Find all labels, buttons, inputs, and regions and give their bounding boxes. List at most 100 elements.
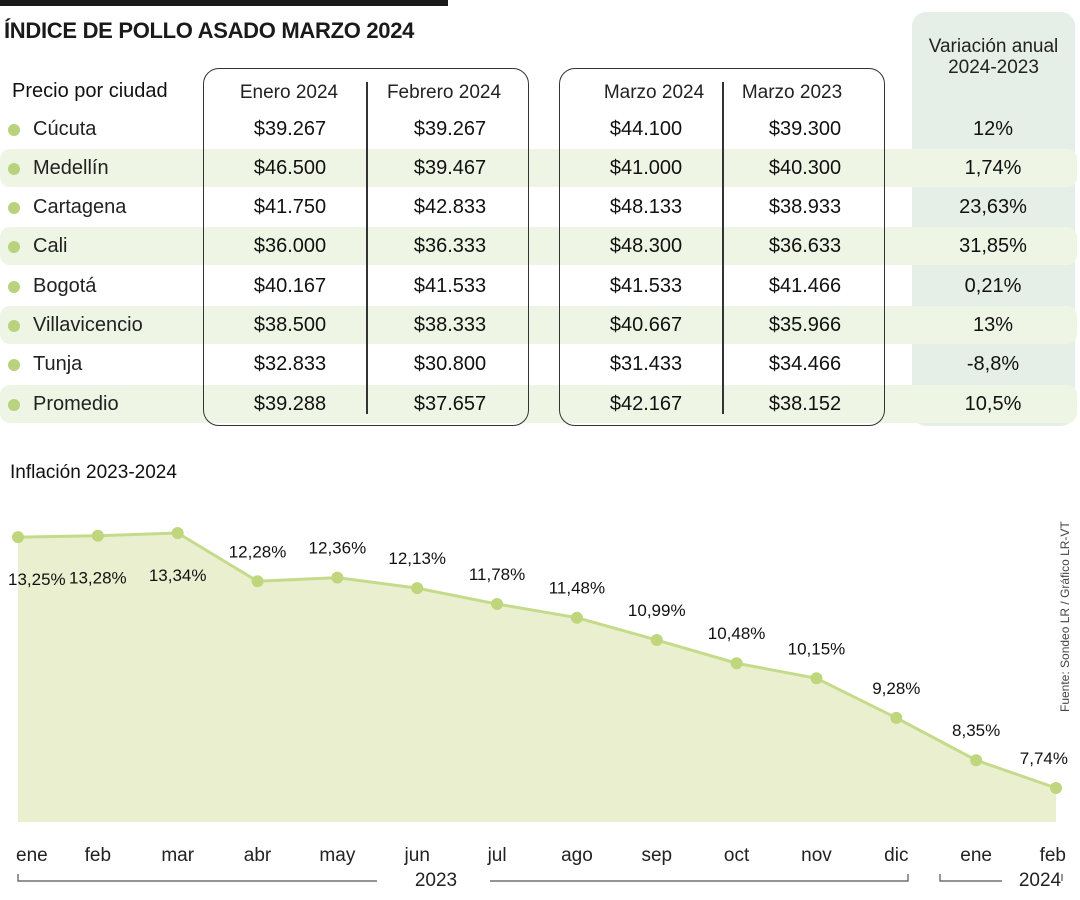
column-header-marzo-2024: Marzo 2024 [603, 82, 705, 103]
data-point [970, 754, 983, 767]
box-2024-months [203, 68, 529, 426]
year-label: 2023 [415, 870, 457, 891]
row-stripe [0, 306, 1077, 344]
table-row: Cali $36.000 $36.333 $48.300 $36.633 31,… [0, 227, 1080, 265]
column-header-marzo-2023: Marzo 2023 [741, 82, 843, 103]
variation-header-line2: 2024-2023 [948, 57, 1039, 78]
price-cell: $40.167 [253, 275, 327, 297]
chart-title: Inflación 2023-2024 [10, 462, 177, 483]
price-cell: $38.152 [768, 393, 842, 415]
x-tick-label: feb [85, 845, 111, 866]
price-cell: $48.133 [609, 196, 683, 218]
price-cell: $36.633 [768, 235, 842, 257]
row-stripe [0, 149, 1077, 187]
row-stripe [0, 385, 1077, 423]
data-point [12, 531, 24, 544]
page-title: ÍNDICE DE POLLO ASADO MARZO 2024 [4, 18, 415, 43]
data-label: 10,15% [788, 639, 846, 658]
price-cell: $41.466 [768, 275, 842, 297]
price-cell: $42.167 [609, 393, 683, 415]
table-row: Bogotá $40.167 $41.533 $41.533 $41.466 0… [0, 267, 1080, 305]
city-name: Tunja [33, 353, 83, 375]
data-point [650, 634, 663, 647]
price-cell: $39.267 [413, 118, 487, 140]
bullet-dot [8, 202, 20, 214]
price-cell: $46.500 [253, 157, 327, 179]
table-row: Villavicencio $38.500 $38.333 $40.667 $3… [0, 306, 1080, 344]
price-cell: $38.333 [413, 314, 487, 336]
inflation-line [17, 531, 1057, 790]
data-label: 10,48% [708, 624, 766, 643]
city-name: Cúcuta [33, 118, 97, 140]
price-cell: $30.800 [413, 353, 487, 375]
price-cell: $39.267 [253, 118, 327, 140]
city-name: Promedio [33, 393, 119, 415]
data-point [411, 582, 424, 595]
price-cell: $41.000 [609, 157, 683, 179]
x-tick-label: feb [1040, 845, 1066, 866]
variation-cell: 23,63% [959, 196, 1027, 218]
data-label: 9,28% [872, 679, 920, 698]
data-point [890, 711, 903, 724]
box-march-comparison [559, 68, 885, 426]
x-tick-label: oct [724, 845, 750, 866]
variation-cell: 31,85% [959, 235, 1027, 257]
city-name: Medellín [33, 157, 109, 179]
variation-cell: 12% [972, 118, 1014, 140]
data-label: 11,48% [549, 579, 605, 598]
data-point [251, 575, 264, 588]
data-point [91, 529, 104, 542]
price-cell: $34.466 [768, 353, 842, 375]
variation-cell: 1,74% [964, 157, 1022, 179]
x-tick-label: jul [487, 845, 507, 866]
price-cell: $48.300 [609, 235, 683, 257]
column-header-febrero-2024: Febrero 2024 [386, 82, 502, 103]
price-cell: $37.657 [413, 393, 487, 415]
data-label: 10,99% [628, 601, 686, 620]
variation-cell: 13% [972, 314, 1014, 336]
price-cell: $31.433 [609, 353, 683, 375]
price-cell: $35.966 [768, 314, 842, 336]
city-name: Cartagena [33, 196, 127, 218]
city-column-header: Precio por ciudad [12, 80, 168, 102]
variation-header-line1: Variación anual [928, 36, 1059, 57]
bullet-dot [8, 281, 20, 293]
price-cell: $40.300 [768, 157, 842, 179]
price-cell: $39.467 [413, 157, 487, 179]
price-cell: $40.667 [609, 314, 683, 336]
table-row: Promedio $39.288 $37.657 $42.167 $38.152… [0, 385, 1080, 423]
data-label: 12,13% [388, 549, 446, 568]
price-cell: $32.833 [253, 353, 327, 375]
bullet-dot [8, 399, 20, 411]
city-name: Cali [33, 235, 68, 257]
table-row: Cúcuta $39.267 $39.267 $44.100 $39.300 1… [0, 110, 1080, 148]
bullet-dot [8, 320, 20, 332]
column-header-enero-2024: Enero 2024 [239, 82, 339, 103]
x-tick-label: may [319, 845, 355, 866]
bullet-dot [8, 241, 20, 253]
top-accent-bar [0, 0, 448, 6]
data-label: 7,74% [1020, 749, 1068, 768]
data-point [810, 672, 823, 685]
price-cell: $38.933 [768, 196, 842, 218]
data-label: 13,34% [149, 566, 207, 585]
price-cell: $42.833 [413, 196, 487, 218]
data-point [331, 571, 344, 584]
x-tick-label: ago [561, 845, 593, 866]
row-stripe [0, 227, 1077, 265]
inflation-area [18, 533, 1056, 822]
variation-header: Variación anual 2024-2023 [912, 36, 1075, 78]
year-bracket [17, 874, 909, 882]
table-row: Medellín $46.500 $39.467 $41.000 $40.300… [0, 149, 1080, 187]
data-label: 13,25% [8, 570, 66, 589]
data-point [491, 598, 504, 611]
price-cell: $39.300 [768, 118, 842, 140]
data-label: 11,78% [469, 565, 525, 584]
city-name: Villavicencio [33, 314, 143, 336]
box-divider [366, 82, 368, 414]
data-point [730, 657, 743, 670]
price-cell: $38.500 [253, 314, 327, 336]
table-row: Tunja $32.833 $30.800 $31.433 $34.466 -8… [0, 345, 1080, 383]
box-divider [722, 82, 724, 414]
data-point [570, 611, 583, 624]
